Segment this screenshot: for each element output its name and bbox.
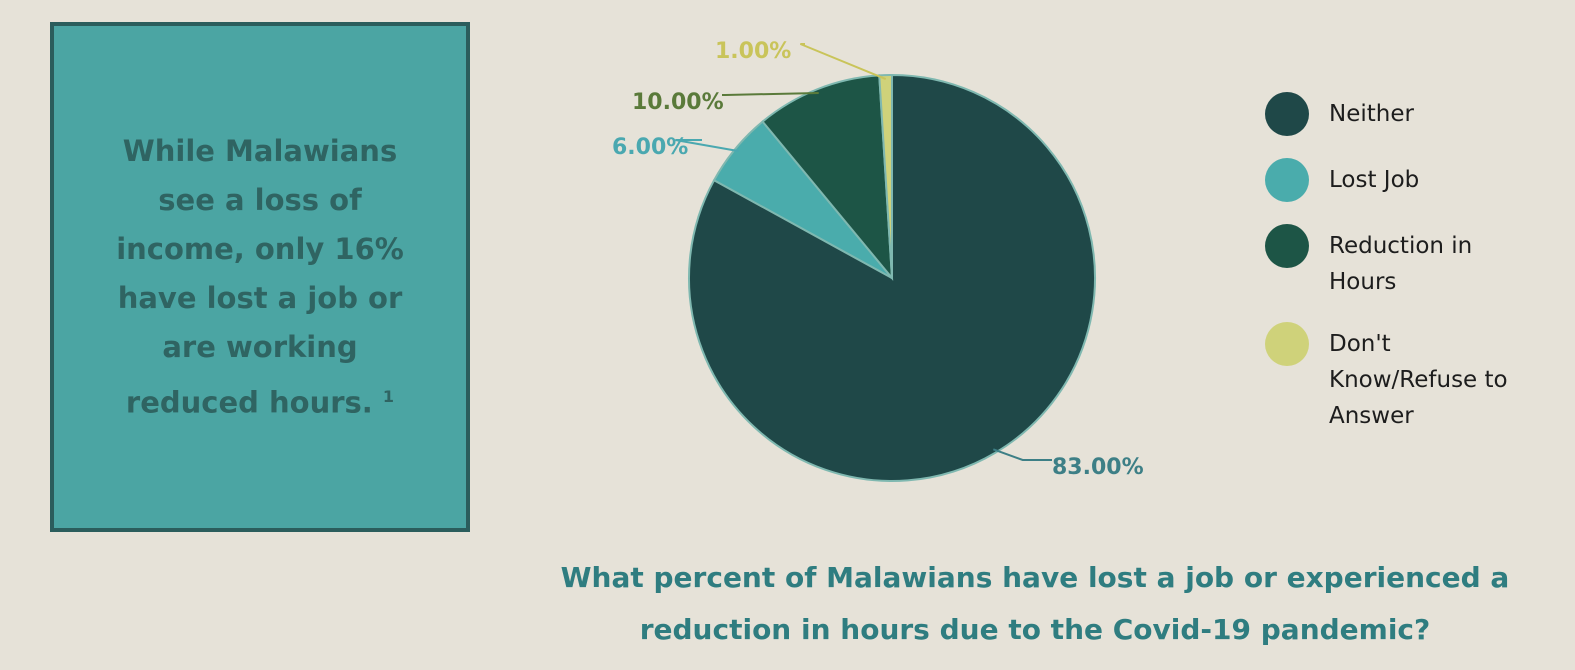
value-label: 83.00% bbox=[1052, 455, 1144, 480]
chart-title: What percent of Malawians have lost a jo… bbox=[560, 561, 1510, 646]
callout-box: While Malawians see a loss of income, on… bbox=[50, 22, 470, 532]
callout-body: While Malawians see a loss of income, on… bbox=[116, 133, 404, 420]
leader-line bbox=[722, 91, 819, 96]
callout-text: While Malawians see a loss of income, on… bbox=[110, 127, 410, 428]
footnote-mark: 1 bbox=[382, 386, 395, 406]
leader-line bbox=[675, 139, 739, 153]
legend-swatch bbox=[1265, 224, 1309, 268]
legend-swatch bbox=[1265, 158, 1309, 202]
value-label: 10.00% bbox=[632, 90, 724, 115]
leader-line bbox=[799, 43, 887, 81]
legend-label: Reduction in Hours bbox=[1329, 233, 1473, 295]
legend-swatch bbox=[1265, 322, 1309, 366]
value-label: 6.00% bbox=[612, 135, 688, 160]
leader-line bbox=[992, 448, 1052, 461]
legend-label: Neither bbox=[1329, 101, 1414, 127]
legend-label: Don't Know/Refuse to Answer bbox=[1329, 331, 1508, 429]
pie-slice bbox=[761, 74, 894, 282]
legend-item: Neither bbox=[1265, 92, 1525, 136]
legend-label: Lost Job bbox=[1329, 167, 1420, 193]
legend-item: Lost Job bbox=[1265, 158, 1525, 202]
legend-item: Don't Know/Refuse to Answer bbox=[1265, 322, 1525, 434]
value-label: 1.00% bbox=[715, 39, 791, 64]
legend: Neither Lost Job Reduction in Hours Don't K… bbox=[1265, 92, 1525, 456]
legend-swatch bbox=[1265, 92, 1309, 136]
legend-item: Reduction in Hours bbox=[1265, 224, 1525, 300]
